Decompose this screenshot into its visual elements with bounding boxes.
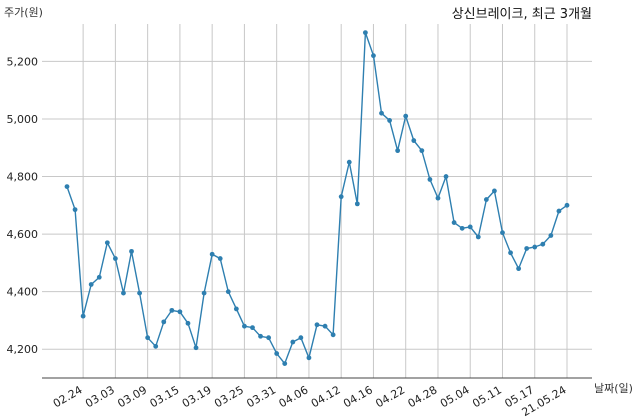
y-tick-label: 5,200 xyxy=(7,55,39,68)
x-tick-label: 03.31 xyxy=(244,383,278,410)
data-point xyxy=(96,274,102,280)
data-point xyxy=(443,174,449,179)
data-point xyxy=(419,148,425,154)
data-point xyxy=(483,197,489,202)
data-point xyxy=(451,220,457,225)
data-point xyxy=(153,343,159,349)
data-point xyxy=(161,319,167,325)
data-point xyxy=(137,290,142,296)
data-point xyxy=(112,256,118,261)
grid-lines xyxy=(42,24,592,378)
series-line xyxy=(66,32,568,366)
data-point xyxy=(338,194,344,200)
x-tick-label: 03.19 xyxy=(180,383,214,410)
data-point xyxy=(177,309,183,315)
x-tick-label: 05.04 xyxy=(438,383,472,410)
data-point xyxy=(403,113,409,119)
x-tick-labels: 02.2403.0303.0903.1503.1903.2503.3104.06… xyxy=(51,383,569,419)
data-point xyxy=(516,266,522,272)
data-point xyxy=(242,323,247,329)
data-point xyxy=(524,246,530,251)
data-point xyxy=(354,201,360,207)
data-point xyxy=(508,250,513,256)
y-tick-label: 4,800 xyxy=(7,171,39,184)
data-point xyxy=(298,335,304,341)
y-tick-labels: 4,200 4,400 4,600 4,800 5,000 5,200 xyxy=(7,55,39,356)
data-point xyxy=(88,282,94,287)
data-point xyxy=(330,332,336,338)
x-tick-label: 02.24 xyxy=(51,383,85,410)
data-point xyxy=(387,118,392,123)
data-point xyxy=(459,225,465,231)
data-point xyxy=(80,313,86,319)
x-axis-title: 날짜(일) xyxy=(594,381,633,395)
data-point xyxy=(379,110,384,116)
data-point xyxy=(201,290,207,296)
chart-title: 상신브레이크, 최근 3개월 xyxy=(452,7,592,22)
data-point xyxy=(314,322,320,328)
data-point xyxy=(371,53,376,59)
data-point xyxy=(64,184,70,190)
series-layer xyxy=(64,30,570,367)
data-point xyxy=(322,323,328,329)
data-point xyxy=(282,361,288,367)
y-tick-label: 4,200 xyxy=(7,343,39,356)
data-point xyxy=(427,177,433,182)
data-point xyxy=(556,208,562,214)
y-tick-label: 4,400 xyxy=(7,286,39,299)
data-point xyxy=(532,244,538,250)
data-point xyxy=(266,335,272,341)
data-point xyxy=(500,230,505,236)
x-tick-label: 04.28 xyxy=(406,383,440,410)
data-point xyxy=(362,30,368,36)
data-point xyxy=(209,251,215,257)
data-point xyxy=(225,289,231,295)
data-point xyxy=(250,325,255,331)
data-point xyxy=(145,335,151,341)
x-tick-label: 03.09 xyxy=(115,383,149,410)
x-tick-label: 04.06 xyxy=(277,383,311,410)
data-point xyxy=(121,290,126,296)
data-point xyxy=(467,224,473,230)
x-tick-label: 03.03 xyxy=(83,383,117,410)
data-point xyxy=(129,248,134,254)
x-tick-label: 04.16 xyxy=(341,383,375,410)
data-point xyxy=(274,351,280,356)
data-point xyxy=(395,148,401,154)
data-point xyxy=(217,256,223,261)
data-point xyxy=(104,240,110,246)
x-tick-label: 03.15 xyxy=(148,383,182,410)
data-point xyxy=(346,159,352,165)
data-point xyxy=(548,233,554,238)
data-point xyxy=(306,355,312,361)
data-point xyxy=(564,202,570,208)
y-axis-title: 주가(원) xyxy=(4,6,43,19)
x-tick-label: 03.25 xyxy=(212,383,246,410)
data-point xyxy=(233,306,239,312)
data-point xyxy=(193,345,199,351)
data-point xyxy=(72,207,78,213)
data-point xyxy=(475,234,481,240)
x-tick-label: 05.11 xyxy=(470,383,504,410)
data-point xyxy=(258,333,263,339)
y-tick-label: 5,000 xyxy=(7,113,39,126)
data-point xyxy=(169,307,175,313)
x-tick-label: 04.12 xyxy=(309,383,343,410)
data-point xyxy=(435,195,441,201)
data-point xyxy=(540,241,546,247)
data-point xyxy=(411,138,417,143)
x-tick-label: 04.22 xyxy=(373,383,407,410)
data-point xyxy=(185,320,191,326)
data-point xyxy=(290,339,296,345)
data-point xyxy=(492,188,497,194)
y-tick-label: 4,600 xyxy=(7,228,39,241)
